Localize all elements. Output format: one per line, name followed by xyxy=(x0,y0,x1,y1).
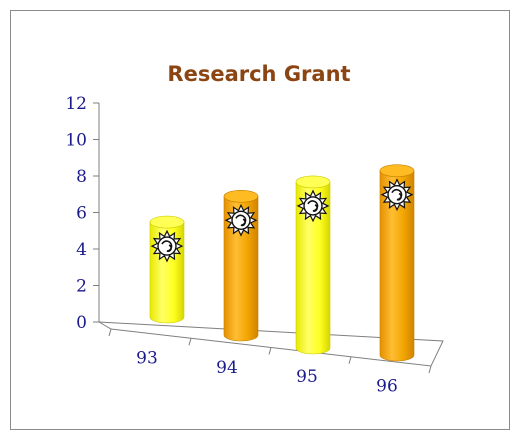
bars xyxy=(149,164,415,362)
sun-emblem-icon xyxy=(296,189,330,223)
bar-93 xyxy=(149,215,185,324)
chart-svg: Research Grant 0 2 4 6 8 10 12 93 94 95 96 xyxy=(65,62,444,396)
x-tick-mark xyxy=(348,356,352,364)
sun-emblem-icon xyxy=(150,229,184,263)
sun-emblem-icon xyxy=(380,178,414,212)
y-tick-label: 4 xyxy=(76,240,87,260)
sun-emblem-icon xyxy=(224,203,258,237)
x-tick-mark xyxy=(268,347,272,355)
y-axis-ticks: 0 2 4 6 8 10 12 xyxy=(65,94,99,333)
y-tick-label: 12 xyxy=(65,94,87,114)
x-tick-mark xyxy=(188,338,192,346)
y-tick-label: 8 xyxy=(76,167,87,187)
x-axis-ticks: 93 94 95 96 xyxy=(108,328,432,396)
x-tick-label: 93 xyxy=(136,349,158,369)
y-tick-label: 0 xyxy=(76,313,87,333)
x-tick-mark xyxy=(428,365,432,374)
x-tick-label: 94 xyxy=(216,358,238,378)
bar-94 xyxy=(223,190,259,342)
chart-frame: Research Grant 0 2 4 6 8 10 12 93 94 95 96 xyxy=(10,10,510,430)
x-tick-label: 96 xyxy=(376,376,398,396)
y-tick-label: 6 xyxy=(76,204,87,224)
x-tick-mark xyxy=(108,328,112,337)
y-tick-label: 2 xyxy=(76,277,87,297)
x-tick-label: 95 xyxy=(296,367,318,387)
chart-title: Research Grant xyxy=(167,62,350,86)
bar-95 xyxy=(295,175,331,355)
bar-96 xyxy=(379,164,415,362)
y-tick-label: 10 xyxy=(65,131,87,151)
